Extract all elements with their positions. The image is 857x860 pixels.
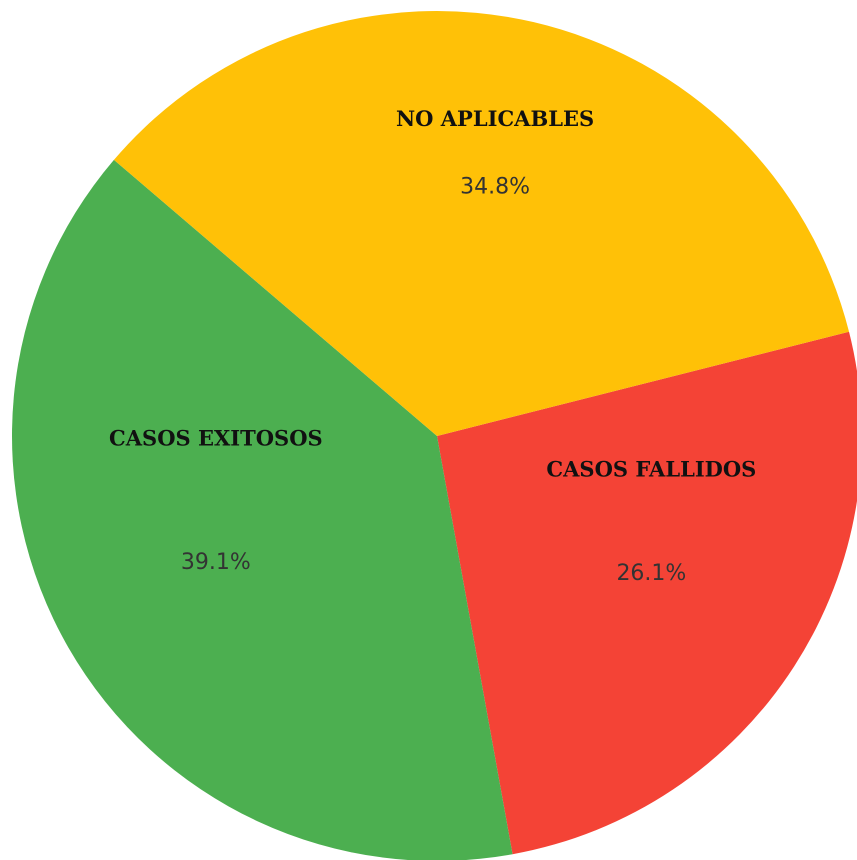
slice-label: CASOS EXITOSOS: [109, 425, 323, 450]
slice-value-label: 26.1%: [616, 561, 686, 586]
pie-slice: [12, 159, 513, 860]
slice-label: NO APLICABLES: [396, 106, 594, 131]
pie-slice: [113, 11, 850, 436]
slice-label: CASOS FALLIDOS: [546, 457, 756, 482]
pie-slice: [437, 331, 857, 855]
slice-value-label: 34.8%: [460, 175, 530, 200]
slice-value-label: 39.1%: [181, 550, 251, 575]
